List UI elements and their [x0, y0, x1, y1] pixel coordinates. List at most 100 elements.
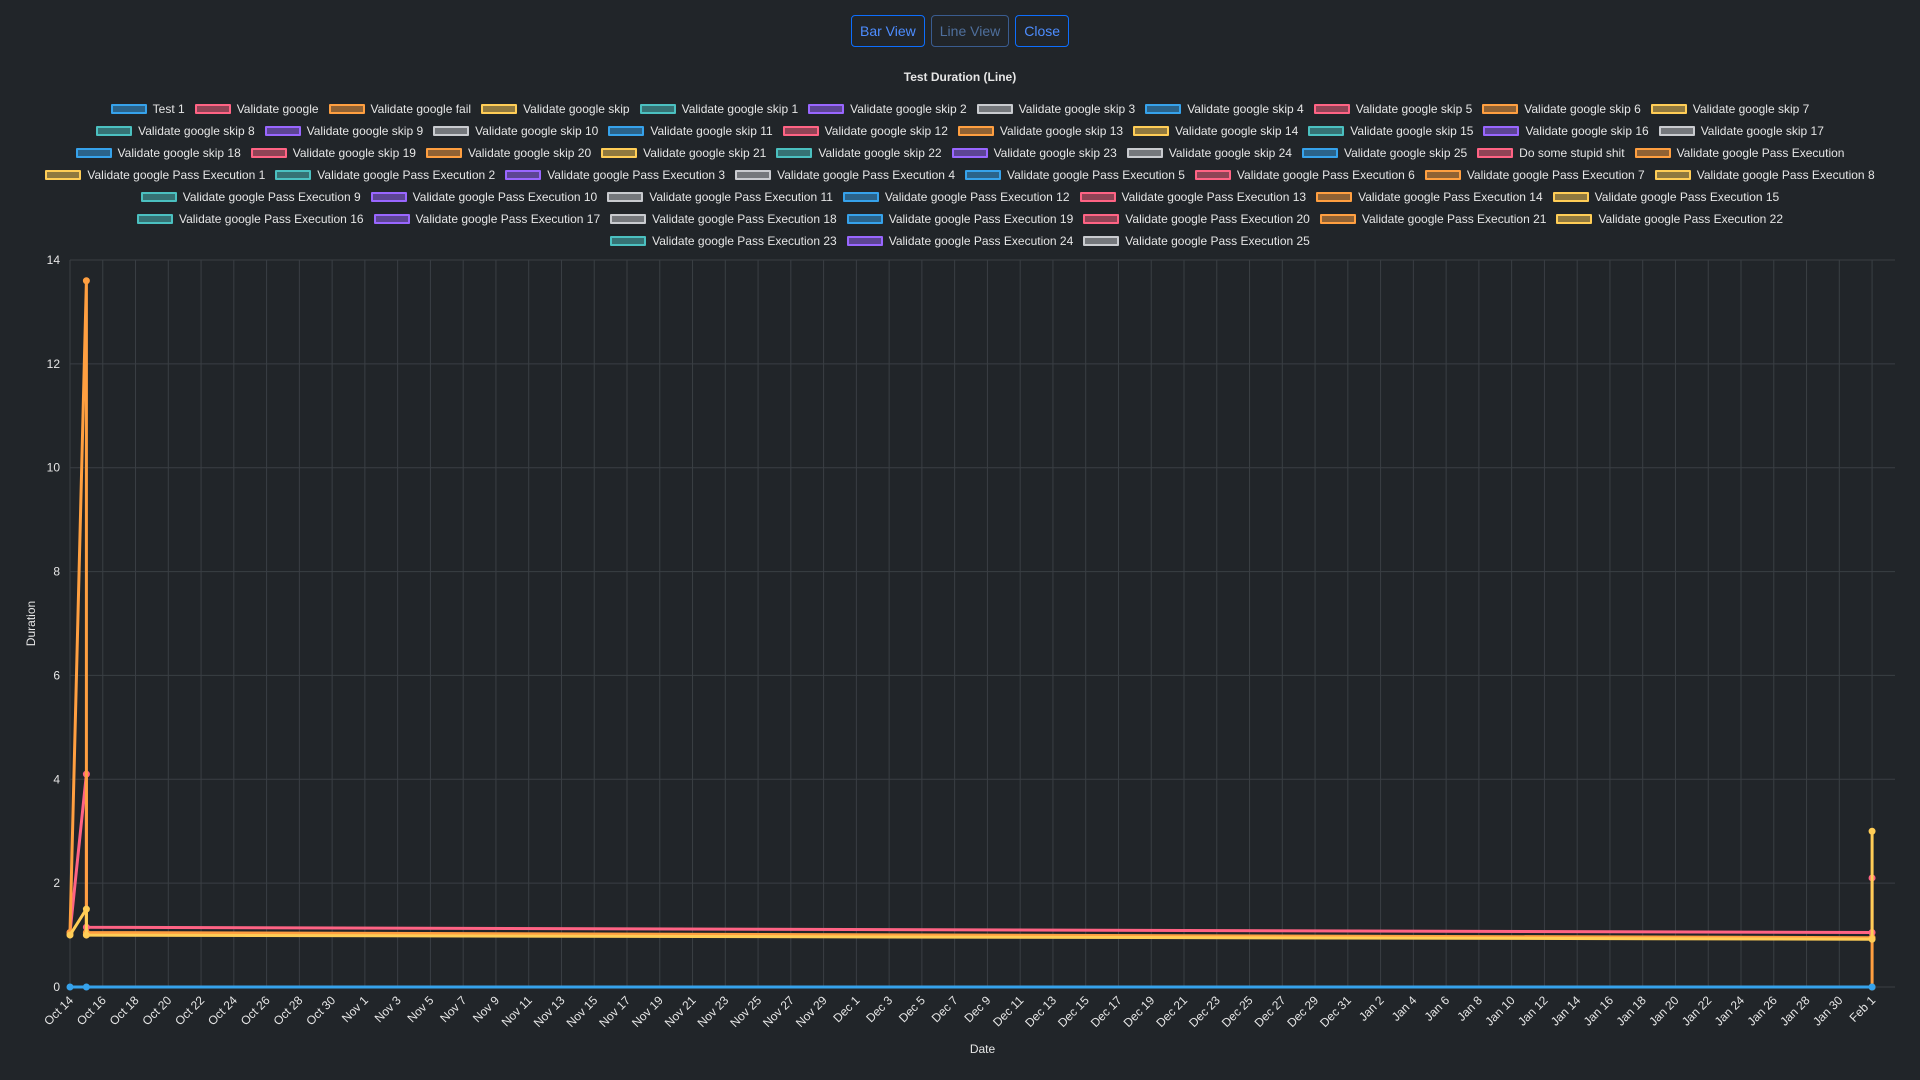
legend-item[interactable]: Validate google Pass Execution 17 [373, 211, 600, 227]
legend-item[interactable]: Validate google [194, 101, 319, 117]
legend-item[interactable]: Validate google skip 23 [951, 145, 1117, 161]
legend-item[interactable]: Validate google skip 7 [1650, 101, 1809, 117]
legend-item[interactable]: Validate google Pass Execution 15 [1552, 189, 1779, 205]
legend-item[interactable]: Validate google Pass Execution 24 [846, 233, 1073, 249]
legend-item[interactable]: Validate google Pass Execution 6 [1194, 167, 1415, 183]
legend-item[interactable]: Validate google skip 20 [425, 145, 591, 161]
legend-label: Validate google skip 5 [1355, 102, 1473, 116]
x-tick-label: Jan 2 [1356, 993, 1387, 1024]
legend-label: Validate google skip 14 [1175, 124, 1299, 138]
x-tick-label: Jan 28 [1777, 993, 1813, 1029]
legend-swatch [808, 104, 845, 114]
data-point [1868, 827, 1876, 835]
legend-item[interactable]: Validate google Pass Execution 7 [1424, 167, 1645, 183]
legend-item[interactable]: Validate google Pass Execution 3 [505, 167, 725, 183]
legend-swatch [1424, 170, 1461, 180]
legend-item[interactable]: Do some stupid shit [1477, 145, 1625, 161]
legend-item[interactable]: Validate google Pass Execution 8 [1654, 167, 1875, 183]
legend-item[interactable]: Validate google Pass Execution 21 [1319, 211, 1546, 227]
legend-item[interactable]: Validate google skip 5 [1313, 101, 1473, 117]
x-tick-label: Nov 5 [404, 993, 436, 1025]
legend-label: Validate google fail [370, 102, 472, 116]
legend-label: Validate google skip 19 [292, 146, 416, 160]
x-tick-label: Jan 18 [1613, 993, 1649, 1029]
legend-swatch [951, 148, 988, 158]
legend-label: Validate google skip 24 [1168, 146, 1292, 160]
legend-item[interactable]: Validate google skip 19 [250, 145, 416, 161]
legend-item[interactable]: Validate google skip 12 [782, 123, 948, 139]
legend-item[interactable]: Validate google skip 18 [75, 145, 241, 161]
legend-item[interactable]: Validate google Pass Execution 12 [842, 189, 1070, 205]
legend-item[interactable]: Validate google Pass Execution 2 [275, 167, 495, 183]
x-tick-label: Jan 6 [1422, 993, 1453, 1024]
x-tick-label: Nov 13 [531, 993, 568, 1030]
legend-item[interactable]: Validate google Pass Execution 19 [846, 211, 1073, 227]
legend-item[interactable]: Validate google skip 10 [433, 123, 598, 139]
legend-item[interactable]: Validate google skip 15 [1308, 123, 1473, 139]
legend-item[interactable]: Validate google skip [481, 101, 630, 117]
legend-item[interactable]: Test 1 [110, 101, 185, 117]
legend-item[interactable]: Validate google skip 14 [1133, 123, 1298, 139]
legend-item[interactable]: Validate google Pass Execution 25 [1083, 233, 1310, 249]
legend-item[interactable]: Validate google Pass Execution 11 [607, 189, 833, 205]
x-tick-label: Oct 22 [172, 993, 207, 1028]
legend-item[interactable]: Validate google Pass Execution [1634, 145, 1844, 161]
legend-item[interactable]: Validate google Pass Execution 16 [136, 211, 364, 227]
series-line [68, 279, 1874, 987]
legend-item[interactable]: Validate google skip 25 [1301, 145, 1468, 161]
legend-swatch [1477, 148, 1514, 158]
legend-swatch [608, 126, 645, 136]
legend-label: Validate google skip 8 [138, 124, 255, 138]
legend-item[interactable]: Validate google skip 9 [264, 123, 423, 139]
legend-item[interactable]: Validate google skip 16 [1483, 123, 1649, 139]
y-axis-title: Duration [24, 601, 38, 646]
legend-swatch [1658, 126, 1695, 136]
legend-swatch [1634, 148, 1671, 158]
legend-label: Validate google Pass Execution 14 [1358, 190, 1543, 204]
legend-item[interactable]: Validate google Pass Execution 1 [45, 167, 265, 183]
x-tick-label: Dec 7 [929, 993, 961, 1025]
y-tick-label: 0 [53, 980, 60, 994]
x-tick-label: Dec 9 [961, 993, 993, 1025]
legend-swatch [140, 192, 177, 202]
legend-item[interactable]: Validate google Pass Execution 18 [610, 211, 837, 227]
legend-item[interactable]: Validate google skip 1 [639, 101, 798, 117]
x-tick-label: Dec 15 [1055, 993, 1092, 1030]
x-tick-label: Nov 27 [760, 993, 797, 1030]
close-button[interactable]: Close [1015, 15, 1070, 47]
legend-item[interactable]: Validate google Pass Execution 5 [965, 167, 1185, 183]
legend-item[interactable]: Validate google skip 2 [808, 101, 967, 117]
legend-item[interactable]: Validate google Pass Execution 13 [1079, 189, 1306, 205]
legend-swatch [1654, 170, 1691, 180]
legend-item[interactable]: Validate google skip 6 [1482, 101, 1641, 117]
legend-item[interactable]: Validate google skip 22 [776, 145, 942, 161]
line-view-button[interactable]: Line View [930, 15, 1010, 47]
legend-item[interactable]: Validate google Pass Execution 4 [735, 167, 955, 183]
x-tick-label: Dec 3 [863, 993, 895, 1025]
x-tick-label: Nov 3 [372, 993, 404, 1025]
legend-item[interactable]: Validate google skip 21 [601, 145, 766, 161]
data-point [1868, 935, 1876, 943]
bar-view-button[interactable]: Bar View [850, 15, 925, 47]
legend-item[interactable]: Validate google Pass Execution 20 [1083, 211, 1310, 227]
legend-item[interactable]: Validate google skip 4 [1145, 101, 1304, 117]
legend-item[interactable]: Validate google Pass Execution 22 [1556, 211, 1783, 227]
legend-label: Validate google [236, 102, 319, 116]
legend-item[interactable]: Validate google Pass Execution 23 [610, 233, 837, 249]
legend-item[interactable]: Validate google skip 24 [1126, 145, 1292, 161]
legend-item[interactable]: Validate google skip 13 [957, 123, 1123, 139]
x-tick-label: Dec 31 [1317, 993, 1354, 1030]
legend-item[interactable]: Validate google skip 8 [96, 123, 255, 139]
legend-item[interactable]: Validate google fail [328, 101, 472, 117]
legend-item[interactable]: Validate google skip 11 [608, 123, 773, 139]
legend-label: Validate google skip 25 [1343, 146, 1468, 160]
legend-item[interactable]: Validate google Pass Execution 9 [140, 189, 361, 205]
legend-item[interactable]: Validate google Pass Execution 14 [1316, 189, 1543, 205]
legend-swatch [735, 170, 772, 180]
legend-label: Validate google Pass Execution 3 [547, 168, 726, 182]
legend-label: Validate google Pass Execution 11 [649, 190, 833, 204]
legend-swatch [776, 148, 813, 158]
legend-item[interactable]: Validate google Pass Execution 10 [370, 189, 597, 205]
legend-item[interactable]: Validate google skip 17 [1658, 123, 1824, 139]
legend-item[interactable]: Validate google skip 3 [976, 101, 1135, 117]
